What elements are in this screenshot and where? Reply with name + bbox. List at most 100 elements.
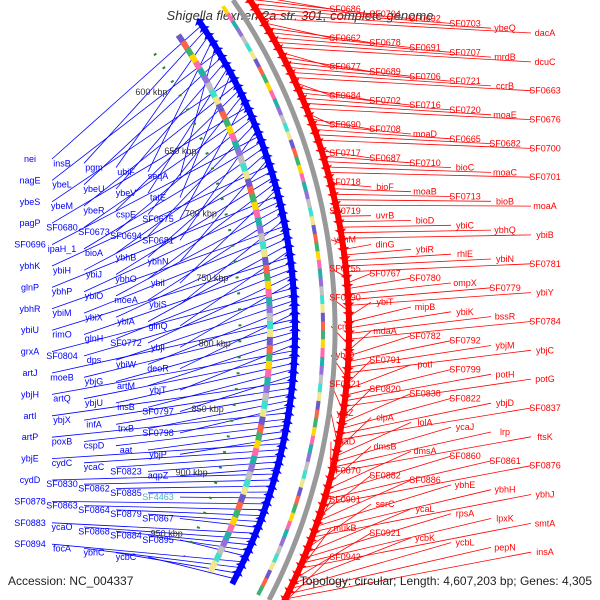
gene-label-forward: ybiB [536,230,554,240]
gene-label-forward: dmsB [373,441,396,451]
gene-label-forward: SF0720 [449,105,481,115]
gene-label-forward: SF0700 [529,143,561,153]
gene-label-forward: SF0822 [449,393,481,403]
gene-label-reverse: ycbC [116,552,137,562]
connector-line [179,496,269,499]
feature-sliver [310,426,317,438]
connector-line [314,129,452,140]
scale-label: 900 kbp [176,468,208,478]
gene-label-forward: dcuC [534,57,556,67]
feature-sliver [320,348,325,359]
connector-line [287,547,492,595]
connector-line [83,262,292,335]
gene-label-forward: SF0718 [329,177,361,187]
connector-line [115,552,238,574]
connector-line [335,422,412,457]
connector-line [147,40,213,172]
gene-label-forward: SF0717 [329,148,361,158]
connector-line [345,364,412,390]
connector-line [319,474,372,517]
connector-line [348,330,372,351]
connector-line [51,443,284,459]
gene-label-forward: SF0860 [449,451,481,461]
feature-sliver [319,365,324,376]
connector-line [280,51,332,68]
backbone [153,0,338,600]
gene-label-forward: SF0713 [449,192,481,202]
gene-label-reverse: SF0863 [46,501,78,511]
feature-sliver [268,89,277,101]
gene-label-reverse: ybhR [19,304,41,314]
gene-label-reverse: ybjU [85,398,103,408]
connector-line [341,229,492,234]
connector-line [83,449,282,464]
connector-line [83,505,265,511]
gene-label-forward: dacA [535,28,556,38]
feature-sliver [248,50,258,62]
gene-label-reverse: ybjP [149,449,167,459]
gene-label-forward: potI [417,360,432,370]
connector-line [341,234,532,239]
gene-label-forward: moaC [493,167,518,177]
connector-line [115,177,274,275]
connector-line [115,331,296,382]
gene-label-reverse: glnP [21,282,39,292]
gene-label-forward: SF0886 [409,475,441,485]
connector-line [297,87,372,101]
connector-line [338,407,532,441]
scale-label: 950 kbp [151,528,183,538]
gene-label-reverse: SF0772 [110,338,142,348]
gene-label-reverse: cspD [84,441,105,451]
connector-line [325,455,452,495]
feature-sliver [307,444,314,455]
gene-label-forward: SF0684 [329,91,361,101]
gene-label-reverse: SF0894 [14,539,46,549]
gene-label-forward: SF0837 [529,403,561,413]
connector-line [51,287,294,352]
feature-sliver [285,130,293,142]
gene-label-forward: SF0779 [489,283,521,293]
gene-label-forward: SF0901 [329,494,361,504]
gene-label-forward: rpsA [456,509,475,519]
gene-label-forward: dmsA [413,446,436,456]
gene-label-forward: SF0689 [369,67,401,77]
connector-line [51,51,219,181]
connector-line [341,393,412,424]
connector-line [83,387,292,421]
gene-label-forward: SF0921 [369,528,401,538]
feature-sliver [271,553,280,564]
gene-label-forward: SF0706 [409,71,441,81]
gene-label-reverse: cspE [116,210,136,220]
forward-gene-arrow [276,594,290,600]
gene-label-reverse: ybiU [21,325,39,335]
connector-line [179,467,278,477]
feature-sliver [309,435,316,447]
connector-line [327,450,412,490]
gene-label-forward: ybiT [376,297,394,307]
connector-line [253,0,372,15]
connector-line [51,501,267,505]
connector-line [299,523,532,569]
gene-label-reverse: SF0868 [78,526,110,536]
feature-sliver [284,520,293,532]
gene-label-reverse: SF0885 [110,488,142,498]
gene-label-forward: SF0767 [369,268,401,278]
feature-sliver [298,478,306,490]
feature-sliver [301,181,308,193]
gene-label-forward: SF0704 [369,9,401,19]
gene-label-forward: ybiK [456,307,474,317]
gene-label-forward: lrp [500,427,510,437]
connector-line [348,340,452,362]
connector-line [179,281,294,348]
feature-sliver [318,374,324,385]
connector-line [276,0,332,10]
gene-label-forward: ybeQ [494,23,516,33]
connector-line [347,282,452,295]
gene-label-reverse: aqpZ [148,471,169,481]
connector-line [285,61,412,77]
gene-label-forward: SF0838 [409,389,441,399]
connector-line [83,112,251,228]
feature-sliver [319,286,325,297]
connector-line [330,182,372,188]
